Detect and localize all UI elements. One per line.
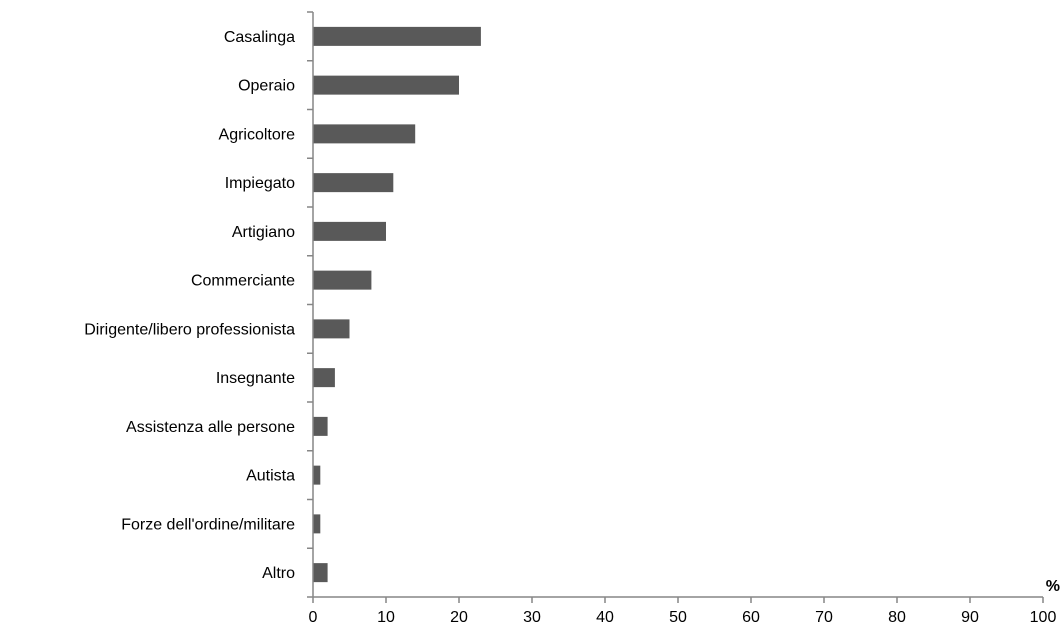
category-label: Operaio	[238, 78, 295, 95]
x-tick-label: 100	[1030, 609, 1057, 626]
category-label: Commerciante	[191, 273, 295, 290]
x-tick-label: 30	[523, 609, 541, 626]
bar-impiegato	[313, 173, 394, 193]
bar-casalinga	[313, 26, 481, 46]
axis-layer	[307, 11, 1044, 603]
x-tick-label: 20	[450, 609, 468, 626]
x-axis-unit-label: %	[1046, 578, 1060, 595]
labels-layer: Casalinga Operaio Agricoltore Impiegato Arti…	[84, 29, 1060, 626]
category-label: Autista	[246, 468, 295, 485]
category-label: Assistenza alle persone	[126, 419, 295, 436]
bar-insegnante	[313, 368, 335, 388]
bar-agricoltore	[313, 124, 416, 144]
x-tick-label: 10	[377, 609, 395, 626]
bar-dirigente-libero-professionista	[313, 319, 350, 339]
category-label: Artigiano	[232, 224, 295, 241]
x-tick-label: 40	[596, 609, 614, 626]
x-tick-label: 0	[309, 609, 318, 626]
category-label: Altro	[262, 565, 295, 582]
category-label: Insegnante	[216, 370, 295, 387]
bar-operaio	[313, 75, 459, 95]
bars-layer	[313, 26, 481, 583]
bar-artigiano	[313, 221, 386, 241]
x-tick-label: 70	[815, 609, 833, 626]
bar-autista	[313, 465, 321, 485]
bar-altro	[313, 563, 328, 583]
category-label: Agricoltore	[219, 126, 296, 143]
bar-assistenza-alle-persone	[313, 416, 328, 436]
category-label: Dirigente/libero professionista	[84, 321, 295, 338]
bar-forze-dell-ordine-militare	[313, 514, 321, 534]
bar-commerciante	[313, 270, 372, 290]
category-label: Impiegato	[225, 175, 295, 192]
x-tick-label: 50	[669, 609, 687, 626]
x-tick-label: 60	[742, 609, 760, 626]
x-tick-label: 80	[888, 609, 906, 626]
category-label: Casalinga	[224, 29, 295, 46]
x-tick-label: 90	[961, 609, 979, 626]
category-label: Forze dell'ordine/militare	[121, 516, 295, 533]
